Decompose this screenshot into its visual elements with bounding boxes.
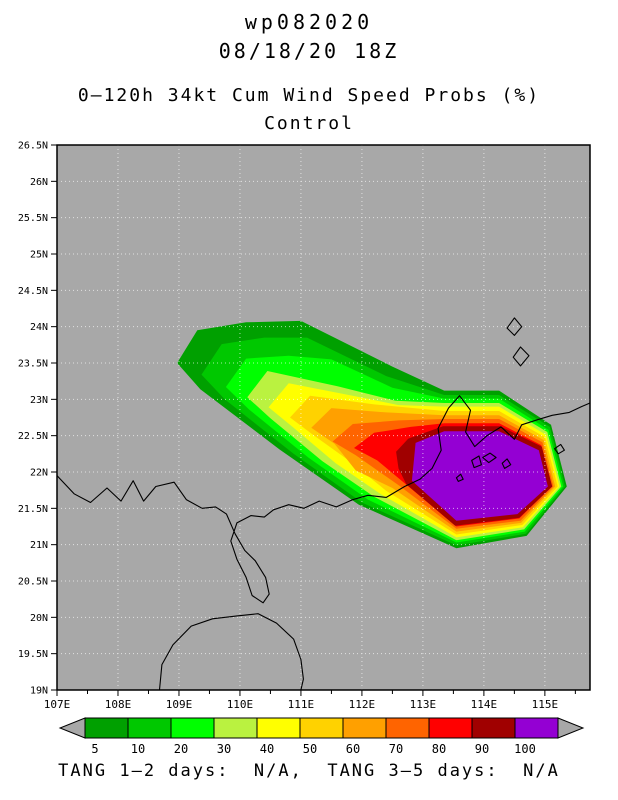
colorbar-segment-5 — [84, 717, 129, 739]
storm-id-title: wp082020 — [244, 10, 374, 34]
colorbar-segment-90 — [471, 717, 516, 739]
lon-label: 113E — [410, 698, 437, 711]
lat-label: 20.5N — [18, 577, 48, 588]
lat-label: 24.5N — [18, 286, 48, 297]
lat-label: 20N — [30, 613, 48, 624]
colorbar-label: 50 — [303, 742, 317, 756]
colorbar-segment-40 — [256, 717, 301, 739]
lon-label: 115E — [532, 698, 559, 711]
model-title: Control — [264, 113, 354, 134]
lat-label: 26.5N — [18, 141, 48, 152]
colorbar-label: 10 — [131, 742, 145, 756]
lat-label: 22N — [30, 468, 48, 479]
lon-label: 112E — [349, 698, 376, 711]
island-southwest — [455, 473, 464, 482]
colorbar-segment-10 — [127, 717, 172, 739]
colorbar-segment-50 — [299, 717, 344, 739]
colorbar-label: 60 — [346, 742, 360, 756]
lon-label: 108E — [105, 698, 132, 711]
lat-label: 21.5N — [18, 504, 48, 515]
map-border — [56, 144, 591, 691]
hainan-coast — [158, 613, 304, 691]
colorbar-label: 70 — [389, 742, 403, 756]
lon-label: 114E — [471, 698, 498, 711]
lon-label: 110E — [227, 698, 254, 711]
colorbar-label: 80 — [432, 742, 446, 756]
colorbar-segment-60 — [342, 717, 387, 739]
colorbar-segment-30 — [213, 717, 258, 739]
colorbar-segment-70 — [385, 717, 430, 739]
colorbar: 5 10 20 30 40 50 60 70 80 90 100 — [58, 717, 585, 756]
lat-label: 19.5N — [18, 649, 48, 660]
lon-label: 109E — [166, 698, 193, 711]
colorbar-label: 40 — [260, 742, 274, 756]
colorbar-segment-80 — [428, 717, 473, 739]
colorbar-label: 100 — [514, 742, 536, 756]
lat-label: 25.5N — [18, 213, 48, 224]
south-china-coast — [56, 395, 591, 604]
lat-label: 23.5N — [18, 359, 48, 370]
probability-bands — [177, 320, 567, 549]
lat-label: 21N — [30, 540, 48, 551]
inland-water-2 — [512, 346, 530, 367]
hong-kong-island — [482, 452, 497, 464]
lat-label: 25N — [30, 250, 48, 261]
tang-summary-text: TANG 1–2 days: N/A, TANG 3–5 days: N/A — [58, 761, 560, 781]
axes: 107E 108E 109E 110E 111E 112E 113E 114E 115E 26.5… — [18, 141, 576, 711]
lat-label: 23N — [30, 395, 48, 406]
island-east — [501, 458, 512, 469]
colorbar-label: 20 — [174, 742, 188, 756]
lon-label: 111E — [288, 698, 315, 711]
lon-label: 107E — [44, 698, 71, 711]
lantau-island — [471, 455, 482, 469]
coastlines — [56, 317, 591, 691]
colorbar-segment-20 — [170, 717, 215, 739]
product-title: 0–120h 34kt Cum Wind Speed Probs (%) — [77, 85, 541, 106]
colorbar-label: 5 — [91, 742, 98, 756]
colorbar-left-arrow — [58, 717, 86, 739]
colorbar-label: 90 — [475, 742, 489, 756]
inland-water-1 — [506, 317, 523, 336]
lat-label: 24N — [30, 322, 48, 333]
colorbar-segment-100 — [514, 717, 559, 739]
colorbar-right-arrow — [557, 717, 585, 739]
lat-label: 19N — [30, 686, 48, 697]
island-northeast — [554, 443, 565, 455]
lat-label: 26N — [30, 177, 48, 188]
datetime-title: 08/18/20 18Z — [218, 39, 400, 63]
prob-band-100 — [411, 431, 548, 521]
lat-label: 22.5N — [18, 431, 48, 442]
colorbar-label: 30 — [217, 742, 231, 756]
